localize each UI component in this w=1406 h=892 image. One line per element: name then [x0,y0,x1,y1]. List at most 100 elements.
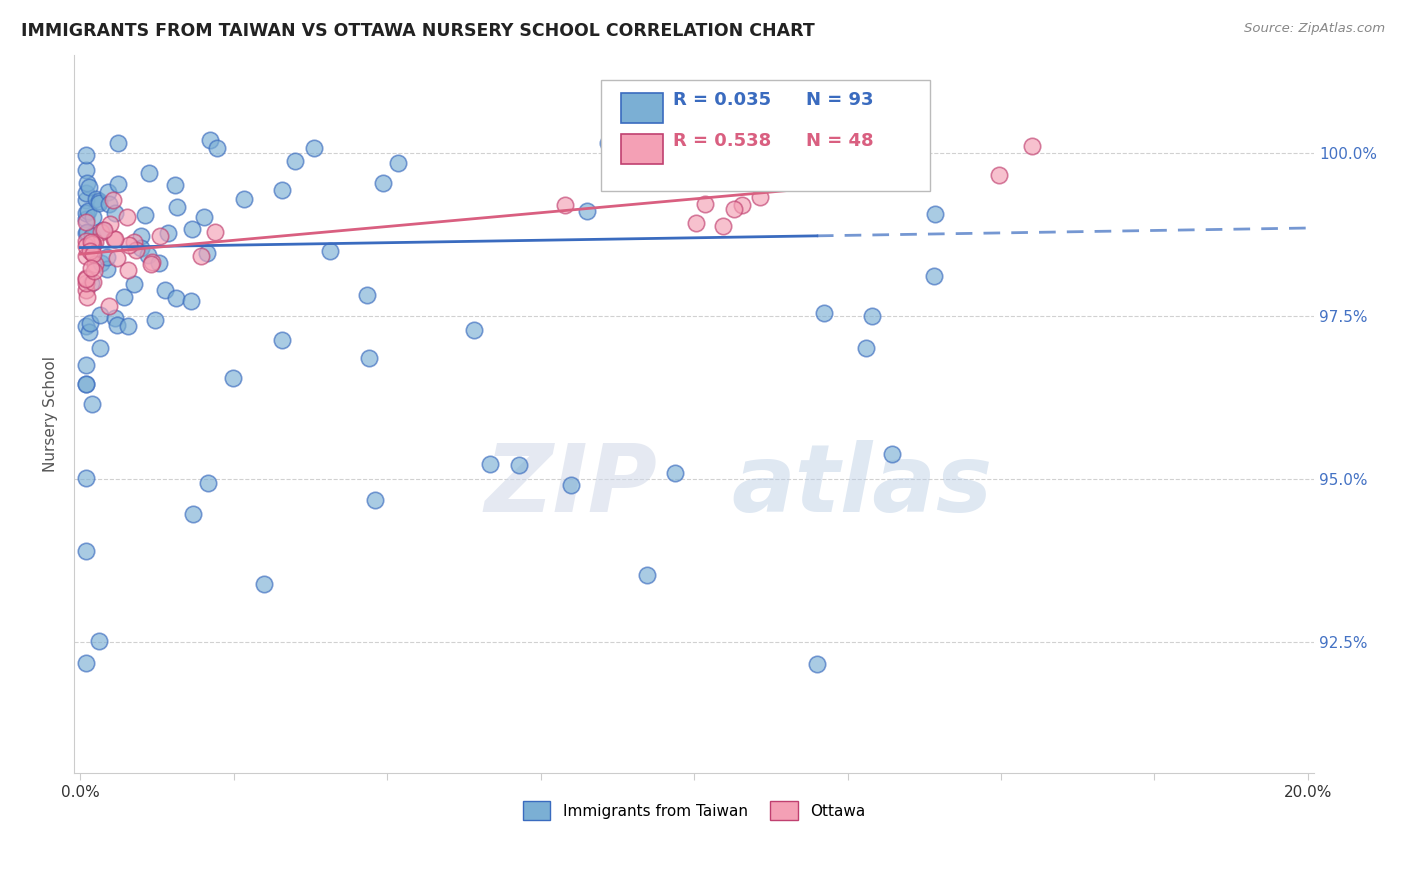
Point [112,290,135,304]
Point [79,316,101,330]
Text: atlas: atlas [731,440,993,532]
Point [748,190,770,204]
Point [880,447,903,461]
Point [97,299,120,313]
Point [82,245,104,260]
Point [75,318,97,333]
Point [82,229,104,244]
Point [253,577,276,591]
Point [76,225,98,239]
Point [101,193,124,207]
Point [122,235,145,250]
Point [98,197,121,211]
Point [83,264,105,278]
Point [107,136,129,150]
Point [77,325,100,339]
Point [75,212,97,227]
Point [138,166,160,180]
Point [205,141,228,155]
Point [598,136,620,150]
Point [576,203,599,218]
Point [117,263,139,277]
Point [89,195,111,210]
Point [89,634,111,648]
Point [79,179,101,194]
Point [356,288,378,302]
Point [129,242,152,256]
Point [319,244,342,258]
Point [508,458,530,472]
Point [181,507,204,521]
Text: R = 0.538: R = 0.538 [673,132,772,150]
Point [89,308,111,322]
Point [478,458,501,472]
Point [89,341,111,355]
Point [75,471,97,485]
Point [806,657,828,672]
Point [89,194,111,208]
Point [93,223,115,237]
Point [75,272,97,286]
Point [166,200,188,214]
Point [222,371,245,385]
Point [75,214,97,228]
Point [75,226,97,240]
Point [693,196,716,211]
Point [730,197,752,211]
Point [75,194,97,208]
Point [271,333,294,347]
Point [1021,139,1043,153]
Point [141,255,163,269]
Point [75,238,97,252]
Point [105,251,128,265]
Point [149,229,172,244]
Point [96,250,118,264]
Point [75,206,97,220]
Point [104,232,127,246]
Point [82,397,104,411]
Point [723,202,745,216]
Text: Source: ZipAtlas.com: Source: ZipAtlas.com [1244,22,1385,36]
Point [636,568,658,582]
Point [139,257,162,271]
Point [75,148,97,162]
Point [117,319,139,334]
Text: R = 0.035: R = 0.035 [673,91,770,110]
Point [855,342,877,356]
Point [813,142,835,156]
Point [105,318,128,333]
Point [284,154,307,169]
Point [107,178,129,192]
Point [82,275,104,289]
Point [813,306,835,320]
Point [84,235,107,249]
Point [80,236,103,251]
Point [190,249,212,263]
Point [711,219,734,233]
Point [79,244,101,258]
Point [122,277,145,291]
Point [77,203,100,218]
Point [96,262,118,277]
Point [75,277,97,291]
Point [302,141,325,155]
Legend: Immigrants from Taiwan, Ottawa: Immigrants from Taiwan, Ottawa [516,796,872,826]
Point [922,268,945,283]
Point [97,185,120,199]
Point [80,235,103,249]
Text: IMMIGRANTS FROM TAIWAN VS OTTAWA NURSERY SCHOOL CORRELATION CHART: IMMIGRANTS FROM TAIWAN VS OTTAWA NURSERY… [21,22,815,40]
Point [75,656,97,670]
Point [90,225,112,239]
Point [373,176,395,190]
Point [84,192,107,206]
Point [204,225,226,239]
Point [357,351,380,366]
Y-axis label: Nursery School: Nursery School [44,356,58,472]
Point [82,237,104,252]
Point [129,229,152,244]
Point [104,206,127,220]
Point [165,291,187,305]
Point [80,260,103,275]
Point [198,133,221,147]
Point [193,210,215,224]
